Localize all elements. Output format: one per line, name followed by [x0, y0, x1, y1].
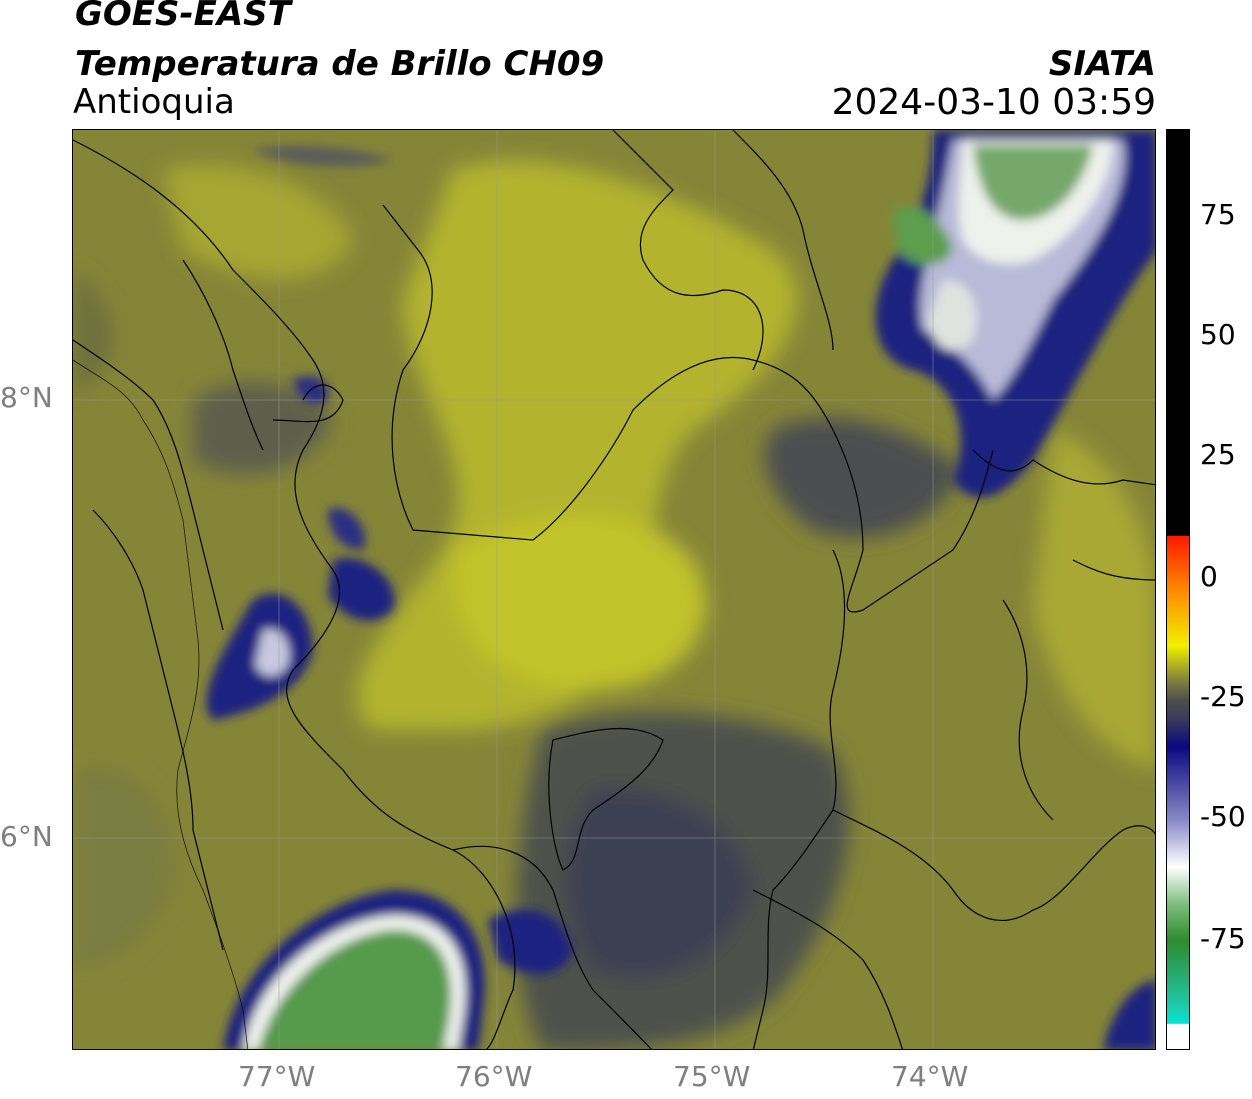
temperature-field	[73, 161, 1155, 1049]
gridlines	[73, 130, 1155, 1049]
lat-tick-8n: 8°N	[0, 381, 53, 414]
colorbar-gradient	[1167, 130, 1189, 1049]
lon-tick-75w: 75°W	[673, 1060, 751, 1093]
colorbar-tick-25: 25	[1200, 438, 1236, 471]
colorbar-tick-50: 50	[1200, 318, 1236, 351]
colorbar-tick-minus75: -75	[1200, 922, 1246, 955]
colorbar-svg	[1167, 130, 1189, 1049]
colorbar	[1166, 129, 1190, 1050]
datetime-label: 2024-03-10 03:59	[831, 82, 1156, 123]
admin-boundaries	[73, 130, 1155, 1049]
satellite-title: GOES-EAST	[75, 0, 291, 34]
cold-cloud-tops	[206, 130, 1155, 1049]
lon-tick-76w: 76°W	[455, 1060, 533, 1093]
product-title: Temperatura de Brillo CH09	[75, 44, 605, 84]
lon-tick-77w: 77°W	[238, 1060, 316, 1093]
map-svg	[73, 130, 1155, 1049]
lon-tick-74w: 74°W	[891, 1060, 969, 1093]
lat-tick-6n: 6°N	[0, 820, 53, 853]
region-label: Antioquia	[73, 82, 235, 122]
brightness-temperature-map	[72, 129, 1156, 1050]
coastline	[73, 359, 249, 1049]
colorbar-tick-minus25: -25	[1200, 680, 1246, 713]
colorbar-tick-75: 75	[1200, 198, 1236, 231]
organization-label: SIATA	[1048, 44, 1156, 84]
colorbar-tick-minus50: -50	[1200, 800, 1246, 833]
colorbar-tick-0: 0	[1200, 560, 1218, 593]
